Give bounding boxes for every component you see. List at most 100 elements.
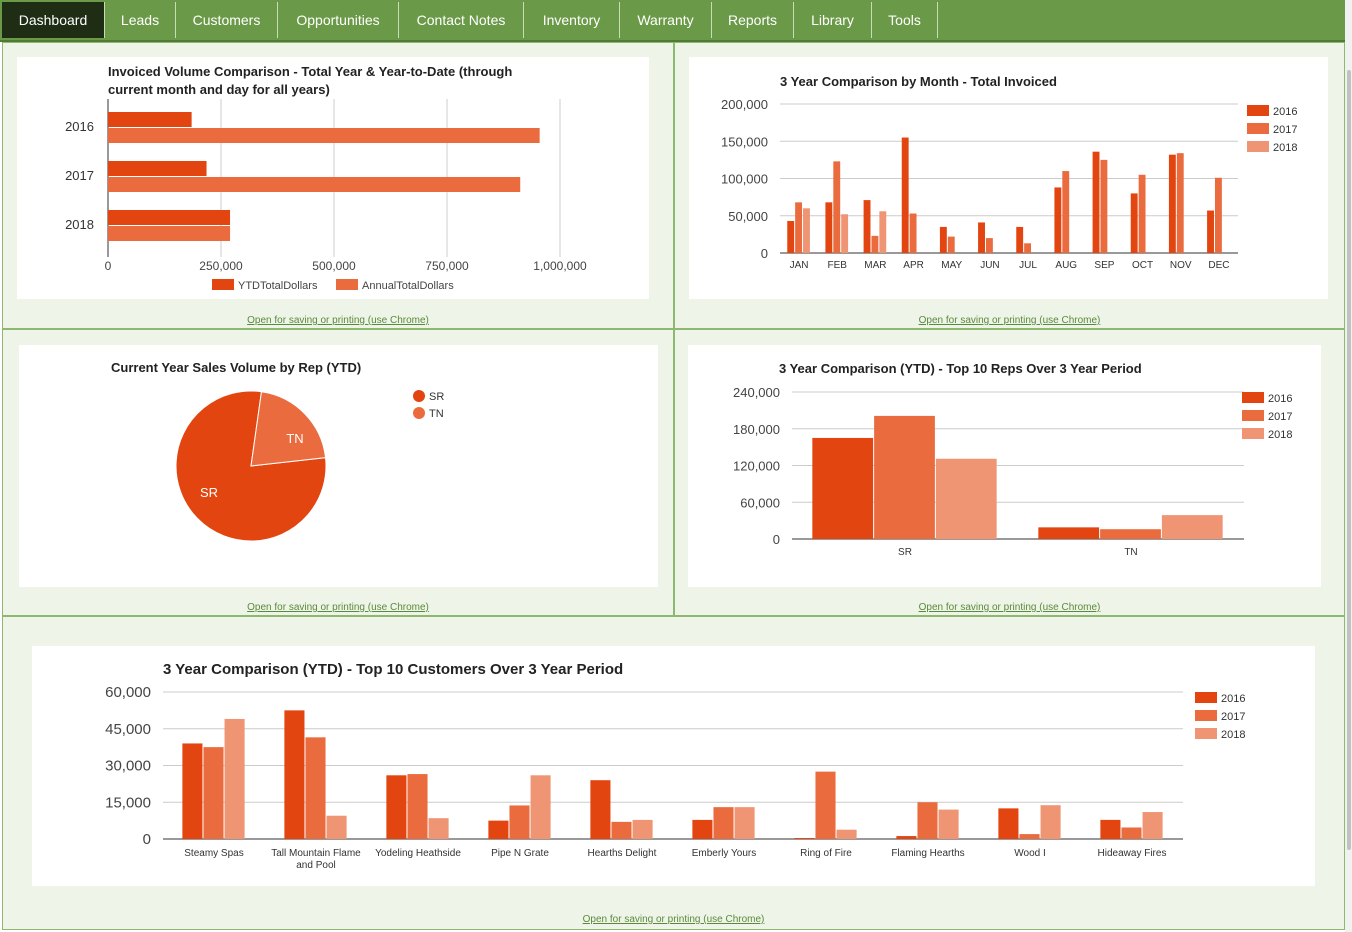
x-tick-label: 1,000,000 — [533, 259, 587, 273]
legend-label: 2018 — [1221, 729, 1245, 741]
tab-leads[interactable]: Leads — [105, 2, 176, 38]
tab-contact-notes[interactable]: Contact Notes — [399, 2, 524, 38]
bar — [1024, 243, 1032, 253]
legend-label: AnnualTotalDollars — [362, 280, 454, 292]
x-tick-label: 500,000 — [312, 259, 356, 273]
bar — [108, 161, 207, 176]
bar — [284, 710, 305, 839]
bar — [1016, 226, 1024, 253]
open-link-invoiced-volume[interactable]: Open for saving or printing (use Chrome) — [247, 315, 429, 326]
bar — [812, 437, 874, 539]
chart-top-reps: 3 Year Comparison (YTD) - Top 10 Reps Ov… — [733, 361, 1292, 558]
legend-swatch — [1195, 692, 1217, 703]
x-category-label: Pipe N Grate — [491, 848, 549, 859]
tab-opportunities[interactable]: Opportunities — [278, 2, 399, 38]
x-category-label: Steamy Spas — [184, 848, 243, 859]
bar — [734, 807, 755, 839]
bar — [1130, 193, 1138, 253]
legend-swatch — [1247, 123, 1269, 134]
bar — [1207, 210, 1214, 253]
tab-tools[interactable]: Tools — [872, 2, 938, 38]
bar — [879, 211, 887, 253]
y-tick-label: 100,000 — [721, 172, 768, 187]
x-tick-label: 250,000 — [199, 259, 243, 273]
y-tick-label: 150,000 — [721, 134, 768, 149]
bar — [713, 807, 734, 839]
y-tick-label: 60,000 — [740, 495, 780, 510]
bar — [108, 128, 540, 143]
chart-title: 3 Year Comparison by Month - Total Invoi… — [780, 74, 1057, 89]
x-category-label: OCT — [1132, 260, 1153, 271]
panel-invoiced-volume: Invoiced Volume Comparison - Total Year … — [2, 42, 674, 329]
bar — [998, 808, 1019, 839]
chart-title: Current Year Sales Volume by Rep (YTD) — [111, 360, 361, 375]
x-category-label: MAY — [941, 260, 962, 271]
chart-card-monthly: 3 Year Comparison by Month - Total Invoi… — [689, 57, 1328, 299]
tab-dashboard[interactable]: Dashboard — [2, 2, 105, 38]
chart-card-top-reps: 3 Year Comparison (YTD) - Top 10 Reps Ov… — [688, 345, 1321, 587]
pie-slice-tn — [250, 391, 327, 467]
bar — [871, 235, 879, 253]
bar — [841, 214, 849, 253]
chart-top-customers: 3 Year Comparison (YTD) - Top 10 Custome… — [105, 661, 1245, 871]
bar — [1161, 515, 1223, 539]
tab-customers[interactable]: Customers — [176, 2, 278, 38]
x-category-label: and Pool — [296, 860, 335, 871]
y-tick-label: 45,000 — [105, 721, 151, 738]
bar — [901, 137, 909, 253]
bar — [938, 809, 959, 839]
legend-swatch — [1242, 428, 1264, 439]
scrollbar-thumb[interactable] — [1347, 70, 1351, 850]
bar — [632, 819, 653, 839]
bar — [386, 775, 407, 839]
panel-top-customers: 3 Year Comparison (YTD) - Top 10 Custome… — [2, 616, 1345, 930]
x-category-label: DEC — [1208, 260, 1229, 271]
x-category-label: Flaming Hearths — [891, 848, 964, 859]
chart-title: 3 Year Comparison (YTD) - Top 10 Reps Ov… — [779, 361, 1142, 376]
chart-monthly-comparison: 3 Year Comparison by Month - Total Invoi… — [721, 74, 1297, 271]
bar — [825, 202, 833, 253]
bar — [1176, 153, 1184, 253]
open-link-top-reps[interactable]: Open for saving or printing (use Chrome) — [918, 602, 1101, 613]
legend-swatch — [336, 279, 358, 290]
bar — [1019, 834, 1040, 839]
bar — [530, 775, 551, 839]
bar — [1138, 174, 1146, 253]
x-category-label: Hearths Delight — [588, 848, 657, 859]
bar — [1142, 812, 1163, 839]
tab-reports[interactable]: Reports — [712, 2, 794, 38]
tab-inventory[interactable]: Inventory — [524, 2, 620, 38]
chart-card-top-customers: 3 Year Comparison (YTD) - Top 10 Custome… — [32, 646, 1315, 886]
legend-label: TN — [429, 408, 444, 420]
x-category-label: FEB — [828, 260, 848, 271]
y-tick-label: 120,000 — [733, 459, 780, 474]
bar — [590, 780, 611, 839]
bar — [939, 226, 947, 253]
bar — [108, 210, 231, 225]
open-link-top-customers[interactable]: Open for saving or printing (use Chrome) — [582, 914, 765, 925]
chart-invoiced-volume: Invoiced Volume Comparison - Total Year … — [65, 64, 587, 292]
y-tick-label: 50,000 — [728, 209, 768, 224]
chart-title: 3 Year Comparison (YTD) - Top 10 Custome… — [163, 661, 623, 678]
legend-swatch — [1247, 141, 1269, 152]
bar — [836, 829, 857, 839]
panel-monthly-comparison: 3 Year Comparison by Month - Total Invoi… — [674, 42, 1345, 329]
open-link-monthly[interactable]: Open for saving or printing (use Chrome) — [918, 315, 1101, 326]
bar — [1100, 819, 1121, 839]
bar — [863, 200, 871, 253]
x-category-label: JUL — [1019, 260, 1037, 271]
tab-library[interactable]: Library — [794, 2, 872, 38]
y-tick-label: 0 — [761, 246, 768, 261]
bar — [428, 818, 449, 839]
bar — [488, 820, 509, 839]
legend-swatch — [413, 390, 425, 402]
bar — [833, 161, 841, 253]
legend-label: 2016 — [1273, 106, 1297, 118]
legend-label: YTDTotalDollars — [238, 280, 318, 292]
x-category-label: MAR — [864, 260, 886, 271]
legend-swatch — [1242, 410, 1264, 421]
tab-warranty[interactable]: Warranty — [620, 2, 712, 38]
x-category-label: Emberly Yours — [692, 848, 756, 859]
open-link-sales-by-rep[interactable]: Open for saving or printing (use Chrome) — [247, 602, 429, 613]
x-category-label: Hideaway Fires — [1098, 848, 1167, 859]
